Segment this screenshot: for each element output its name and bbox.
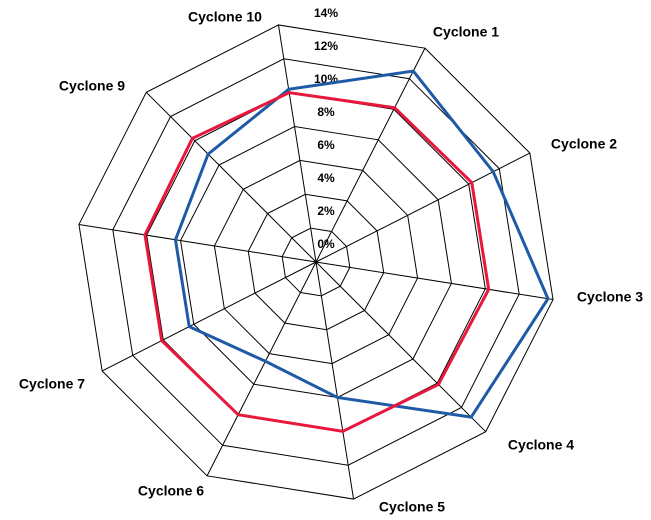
category-label: Cyclone 2: [551, 136, 617, 152]
y-tick-label: 6%: [317, 138, 335, 152]
y-tick-label: 8%: [317, 105, 335, 119]
axis-spoke: [315, 47, 426, 263]
category-label: Cyclone 3: [577, 289, 643, 305]
y-tick-label: 0%: [317, 237, 335, 251]
axis-spoke: [101, 261, 317, 372]
y-tick-label: 14%: [314, 6, 338, 20]
axis-spoke: [315, 152, 531, 263]
category-label: Cyclone 1: [433, 24, 499, 40]
axis-spoke: [315, 261, 554, 301]
axis-spoke: [315, 261, 355, 500]
axis-spoke: [78, 223, 317, 263]
axis-spoke: [315, 261, 487, 433]
axis-spoke: [206, 261, 317, 477]
category-label: Cyclone 9: [59, 78, 125, 94]
series-line: [173, 69, 550, 419]
category-label: Cyclone 7: [19, 376, 85, 392]
category-label: Cyclone 5: [379, 499, 445, 515]
y-tick-label: 2%: [317, 204, 335, 218]
series-line: [143, 91, 491, 433]
category-label: Cyclone 4: [508, 437, 574, 453]
axis-spoke: [277, 24, 317, 263]
y-tick-label: 4%: [317, 171, 335, 185]
category-label: Cyclone 6: [138, 483, 204, 499]
category-label: Cyclone 10: [188, 9, 262, 25]
axis-spoke: [145, 91, 317, 263]
y-tick-label: 12%: [314, 39, 338, 53]
